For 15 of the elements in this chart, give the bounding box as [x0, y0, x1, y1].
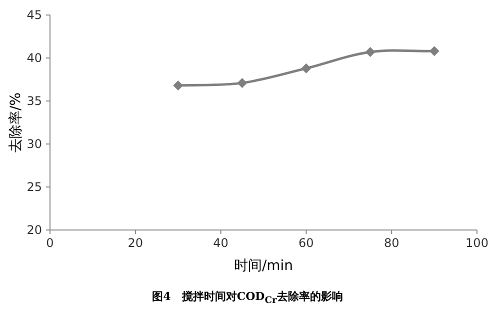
- title: 图4 搅拌时间对COD$_{Cr}$去除率的影响: [151, 289, 344, 306]
- x-tick-label: 100: [466, 236, 488, 250]
- y-tick-label: 35: [26, 94, 42, 108]
- xlabel: 时间/min: [234, 258, 294, 274]
- x-tick-label: 20: [128, 236, 144, 250]
- y-tick-label: 25: [26, 180, 42, 194]
- y-tick-label: 45: [26, 8, 42, 22]
- x-tick-label: 40: [213, 236, 228, 250]
- ylabel: 去除率/%: [8, 92, 24, 153]
- y-tick-label: 40: [26, 51, 42, 65]
- y-tick-label: 30: [26, 137, 42, 151]
- x-tick-label: 0: [46, 236, 54, 250]
- x-tick-label: 80: [384, 236, 400, 250]
- x-tick-label: 60: [298, 236, 314, 250]
- y-tick-label: 20: [26, 223, 42, 237]
